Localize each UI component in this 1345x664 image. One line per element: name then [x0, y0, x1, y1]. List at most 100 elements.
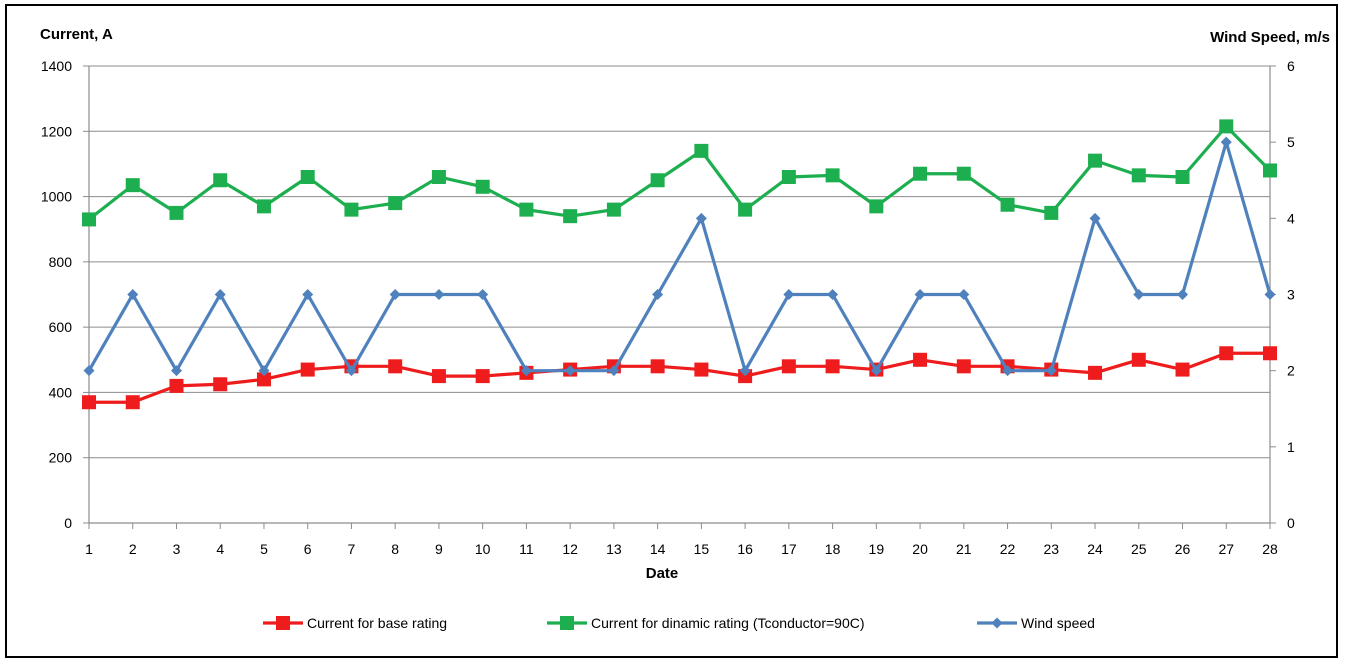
y-left-tick-label: 1200	[41, 123, 72, 139]
x-tick-label: 20	[912, 541, 928, 557]
series-0	[82, 346, 1277, 410]
data-point	[1089, 212, 1101, 224]
data-point	[125, 178, 140, 193]
data-point	[827, 289, 839, 300]
data-point	[302, 289, 314, 300]
y-left-tick-label: 1400	[41, 58, 72, 74]
x-tick-label: 8	[391, 541, 399, 557]
data-point	[652, 289, 664, 300]
data-point	[1045, 365, 1057, 377]
series-line	[89, 351, 1270, 404]
data-point	[1263, 163, 1277, 178]
legend-label: Wind speed	[1021, 615, 1095, 631]
legend-marker	[991, 617, 1003, 629]
data-point	[1263, 346, 1277, 361]
y-left-tick-label: 600	[49, 319, 73, 335]
data-point	[1219, 119, 1234, 134]
y-left-tick-label: 400	[49, 384, 73, 400]
data-point	[520, 365, 532, 377]
y-left-tick-label: 200	[49, 450, 73, 466]
data-point	[300, 362, 315, 377]
x-tick-label: 24	[1087, 541, 1103, 557]
x-tick-label: 22	[1000, 541, 1016, 557]
series-2	[83, 136, 1276, 377]
x-axis-title: Date	[646, 565, 679, 582]
data-point	[127, 289, 139, 300]
x-tick-label: 7	[348, 541, 356, 557]
legend-marker	[560, 616, 574, 630]
data-point	[213, 377, 228, 392]
series-line	[88, 124, 1272, 221]
data-point	[1088, 365, 1103, 380]
data-point	[169, 378, 184, 393]
x-tick-label: 12	[562, 541, 578, 557]
data-point	[956, 359, 971, 374]
data-point	[739, 365, 751, 377]
x-tick-label: 17	[781, 541, 797, 557]
data-point	[344, 202, 359, 217]
x-tick-label: 6	[304, 541, 312, 557]
x-tick-label: 23	[1044, 541, 1060, 557]
data-point	[650, 359, 665, 374]
x-tick-label: 10	[475, 541, 491, 557]
y-right-tick-label: 4	[1287, 210, 1295, 226]
data-point	[563, 209, 578, 224]
data-point	[913, 352, 928, 367]
series-lines	[82, 119, 1277, 410]
data-point	[388, 359, 403, 374]
data-point	[256, 199, 271, 214]
data-point	[82, 212, 96, 227]
x-tick-label: 27	[1218, 541, 1234, 557]
legend-marker	[276, 616, 290, 630]
data-point	[869, 199, 884, 214]
y-axis-right-title: Wind Speed, m/s	[1210, 29, 1330, 46]
data-point	[1002, 365, 1014, 377]
y-right-tick-label: 3	[1287, 287, 1295, 303]
x-tick-label: 19	[869, 541, 885, 557]
data-point	[783, 289, 795, 300]
legend-item-0: Current for base rating	[263, 615, 447, 631]
x-tick-label: 14	[650, 541, 666, 557]
data-point	[214, 289, 226, 300]
data-point	[82, 395, 96, 410]
legend-label: Current for dinamic rating (Tconductor=9…	[591, 615, 865, 631]
x-tick-label: 15	[694, 541, 710, 557]
data-point	[433, 289, 445, 300]
x-tick-label: 13	[606, 541, 622, 557]
data-point	[695, 212, 707, 224]
data-point	[477, 289, 489, 300]
x-tick-label: 11	[519, 541, 534, 557]
data-point	[694, 143, 709, 158]
data-point	[781, 359, 796, 374]
y-left-tick-label: 1000	[41, 189, 72, 205]
data-point	[475, 179, 490, 194]
y-right-tick-label: 6	[1287, 58, 1295, 74]
data-point	[388, 196, 403, 211]
data-point	[1177, 289, 1189, 300]
data-point	[1220, 136, 1232, 148]
data-point	[870, 365, 882, 377]
legend-item-2: Wind speed	[977, 615, 1095, 631]
y-right-tick-label: 1	[1287, 439, 1295, 455]
data-point	[1175, 169, 1190, 184]
x-tick-label: 5	[260, 541, 268, 557]
y-right-tick-label: 0	[1287, 515, 1295, 531]
legend: Current for base rating Current for dinam…	[263, 615, 1095, 631]
data-point	[650, 173, 665, 188]
data-point	[1131, 352, 1146, 367]
data-point	[825, 359, 840, 374]
data-point	[170, 365, 182, 377]
data-point	[1000, 197, 1015, 212]
data-point	[1131, 168, 1146, 183]
x-tick-label: 26	[1175, 541, 1191, 557]
chart-frame	[5, 4, 1338, 658]
data-point	[608, 365, 620, 377]
y-left-tick-label: 800	[49, 254, 73, 270]
data-point	[431, 369, 446, 384]
legend-label: Current for base rating	[307, 615, 447, 631]
y-right-tick-label: 2	[1287, 363, 1295, 379]
data-point	[1133, 289, 1145, 300]
x-tick-label: 21	[956, 541, 972, 557]
x-tick-label: 1	[85, 541, 93, 557]
